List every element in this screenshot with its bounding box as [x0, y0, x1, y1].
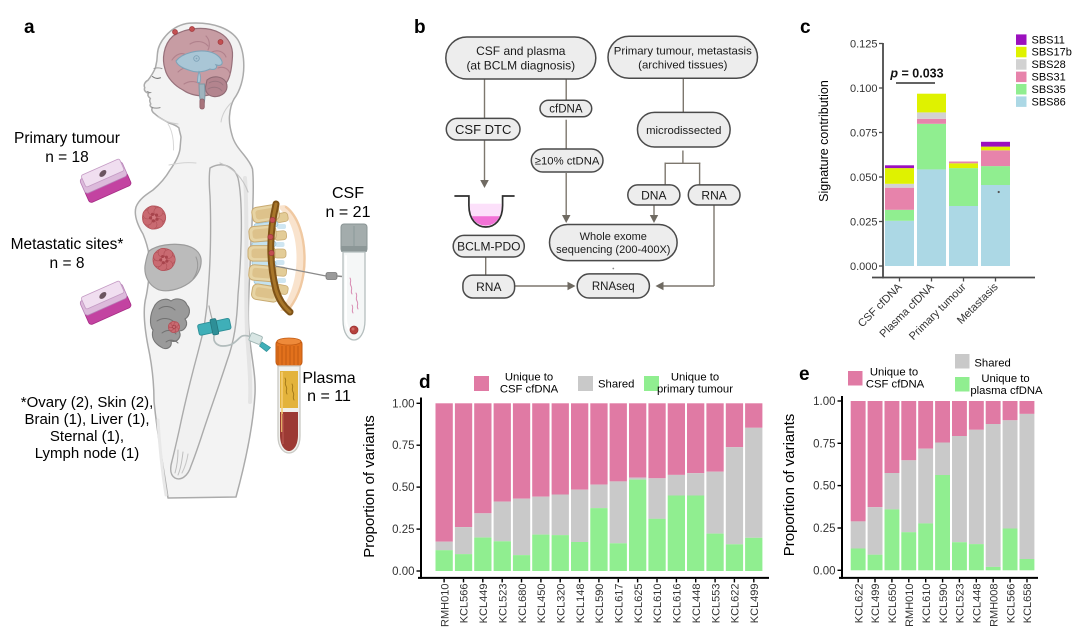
svg-text:CSF: CSF	[332, 185, 364, 202]
svg-text:0.75: 0.75	[392, 440, 414, 452]
svg-text:KCL590: KCL590	[938, 583, 950, 623]
svg-text:0.000: 0.000	[850, 261, 878, 273]
svg-text:SBS31: SBS31	[1032, 72, 1066, 84]
svg-text:KCL553: KCL553	[710, 583, 722, 623]
svg-text:Signature contribution: Signature contribution	[817, 80, 831, 202]
svg-text:KCL320: KCL320	[555, 583, 567, 623]
svg-text:Brain (1), Liver (1),: Brain (1), Liver (1),	[24, 411, 149, 428]
svg-text:d: d	[419, 372, 431, 393]
svg-text:SBS86: SBS86	[1032, 96, 1066, 108]
svg-text:SBS28: SBS28	[1032, 59, 1066, 71]
svg-text:c: c	[800, 17, 811, 38]
svg-text:0.25: 0.25	[392, 524, 414, 536]
svg-text:0.50: 0.50	[813, 481, 835, 493]
svg-text:KCL610: KCL610	[921, 583, 933, 623]
svg-text:0.050: 0.050	[850, 172, 878, 184]
svg-text:0.00: 0.00	[392, 566, 414, 578]
svg-text:KCL610: KCL610	[652, 584, 664, 624]
svg-text:DNA: DNA	[641, 188, 666, 202]
svg-text:0.075: 0.075	[850, 127, 878, 139]
svg-text:*Ovary (2), Skin (2),: *Ovary (2), Skin (2),	[21, 394, 154, 411]
svg-text:microdissected: microdissected	[646, 125, 721, 137]
svg-text:KCL590: KCL590	[594, 584, 606, 624]
svg-text:Lymph node (1): Lymph node (1)	[35, 445, 140, 462]
svg-text:1.00: 1.00	[392, 398, 414, 410]
svg-text:KCL566: KCL566	[1005, 583, 1017, 623]
svg-text:Unique to: Unique to	[870, 367, 918, 379]
svg-text:Whole exome: Whole exome	[580, 231, 647, 243]
svg-text:KCL658: KCL658	[1022, 583, 1034, 623]
svg-text:KCL499: KCL499	[870, 584, 882, 624]
svg-text:0.50: 0.50	[392, 482, 414, 494]
svg-text:Primary tumour: Primary tumour	[14, 130, 120, 147]
svg-text:(archived tissues): (archived tissues)	[638, 59, 727, 71]
svg-text:Sternal (1),: Sternal (1),	[50, 428, 124, 445]
svg-text:sequencing (200-400X): sequencing (200-400X)	[556, 244, 670, 256]
svg-text:n = 21: n = 21	[326, 204, 371, 221]
svg-text:RNA: RNA	[476, 280, 501, 294]
svg-text:KCL448: KCL448	[691, 584, 703, 624]
svg-text:CSF cfDNA: CSF cfDNA	[500, 384, 559, 396]
svg-text:≥10% ctDNA: ≥10% ctDNA	[535, 156, 600, 168]
svg-text:Shared: Shared	[974, 358, 1010, 370]
svg-text:BCLM-PDO: BCLM-PDO	[457, 240, 520, 254]
svg-text:RNAseq: RNAseq	[592, 281, 635, 293]
svg-text:KCL450: KCL450	[536, 584, 548, 624]
svg-text:a: a	[24, 17, 35, 38]
svg-text:Shared: Shared	[598, 379, 634, 391]
svg-text:p = 0.033: p = 0.033	[889, 67, 943, 81]
svg-text:plasma cfDNA: plasma cfDNA	[970, 385, 1043, 397]
svg-text:SBS11: SBS11	[1032, 34, 1065, 46]
svg-text:KCL680: KCL680	[517, 583, 529, 623]
svg-text:n = 11: n = 11	[307, 388, 351, 405]
svg-text:Metastatic sites*: Metastatic sites*	[11, 236, 124, 253]
svg-text:KCL616: KCL616	[672, 583, 684, 623]
svg-text:Unique to: Unique to	[505, 372, 553, 384]
svg-text:KCL622: KCL622	[730, 584, 742, 624]
svg-text:KCL622: KCL622	[853, 583, 865, 623]
svg-text:RNA: RNA	[701, 188, 726, 202]
svg-text:n = 18: n = 18	[45, 149, 89, 166]
svg-text:SBS17b: SBS17b	[1032, 47, 1072, 59]
svg-text:RMH010: RMH010	[439, 584, 451, 627]
svg-text:e: e	[799, 364, 810, 385]
svg-text:RMH010: RMH010	[904, 583, 916, 626]
svg-text:1.00: 1.00	[813, 396, 835, 408]
svg-text:KCL449: KCL449	[478, 584, 490, 624]
svg-text:RMH008: RMH008	[988, 583, 1000, 626]
svg-text:SBS35: SBS35	[1032, 84, 1066, 96]
svg-text:KCL625: KCL625	[633, 583, 645, 623]
svg-text:b: b	[414, 17, 426, 38]
svg-text:Unique to: Unique to	[981, 373, 1029, 385]
svg-text:KCL650: KCL650	[887, 584, 899, 624]
svg-text:Unique to: Unique to	[671, 372, 719, 384]
svg-text:n = 8: n = 8	[50, 255, 85, 272]
svg-text:Proportion of variants: Proportion of variants	[781, 414, 798, 557]
svg-text:CSF and plasma: CSF and plasma	[476, 44, 566, 58]
svg-text:Proportion of variants: Proportion of variants	[361, 415, 378, 558]
svg-text:0.25: 0.25	[813, 523, 835, 535]
svg-text:0.025: 0.025	[850, 216, 878, 228]
svg-text:KCL148: KCL148	[575, 584, 587, 624]
svg-text:0.125: 0.125	[850, 38, 878, 50]
svg-text:0.00: 0.00	[813, 565, 835, 577]
svg-text:KCL523: KCL523	[955, 584, 967, 624]
svg-text:Primary tumour, metastasis: Primary tumour, metastasis	[614, 45, 752, 57]
svg-text:cfDNA: cfDNA	[549, 104, 583, 116]
svg-text:CSF DTC: CSF DTC	[455, 122, 511, 137]
svg-text:0.100: 0.100	[850, 83, 878, 95]
svg-text:KCL523: KCL523	[497, 584, 509, 624]
svg-text:0.75: 0.75	[813, 438, 835, 450]
svg-text:KCL566: KCL566	[459, 584, 471, 624]
svg-text:primary tumour: primary tumour	[657, 384, 733, 396]
svg-text:KCL617: KCL617	[614, 584, 626, 624]
svg-text:Plasma: Plasma	[302, 370, 355, 387]
svg-text:KCL448: KCL448	[972, 584, 984, 624]
svg-text:(at BCLM diagnosis): (at BCLM diagnosis)	[466, 59, 575, 73]
svg-text:KCL499: KCL499	[749, 583, 761, 623]
svg-text:CSF cfDNA: CSF cfDNA	[866, 379, 925, 391]
